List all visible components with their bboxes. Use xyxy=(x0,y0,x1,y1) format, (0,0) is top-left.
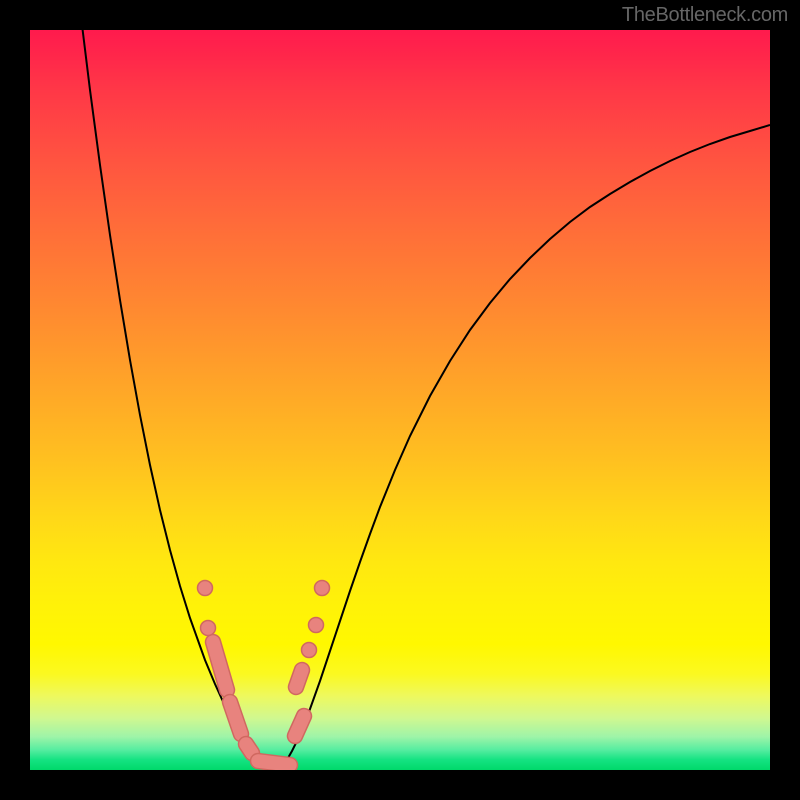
marker-capsule xyxy=(287,709,311,744)
marker-dot xyxy=(309,618,324,633)
left-curve xyxy=(82,30,271,770)
marker-dot xyxy=(201,621,216,636)
marker-capsule xyxy=(289,663,310,695)
marker-dot xyxy=(315,581,330,596)
marker-capsule xyxy=(251,754,298,770)
marker-dot xyxy=(198,581,213,596)
marker-dot xyxy=(302,643,317,658)
plot-frame xyxy=(0,0,800,800)
plot-canvas xyxy=(30,30,770,770)
watermark: TheBottleneck.com xyxy=(622,4,788,27)
chart-svg xyxy=(30,30,770,770)
marker-capsule xyxy=(223,695,249,742)
right-curve xyxy=(271,125,770,770)
marker-capsule xyxy=(206,635,235,698)
